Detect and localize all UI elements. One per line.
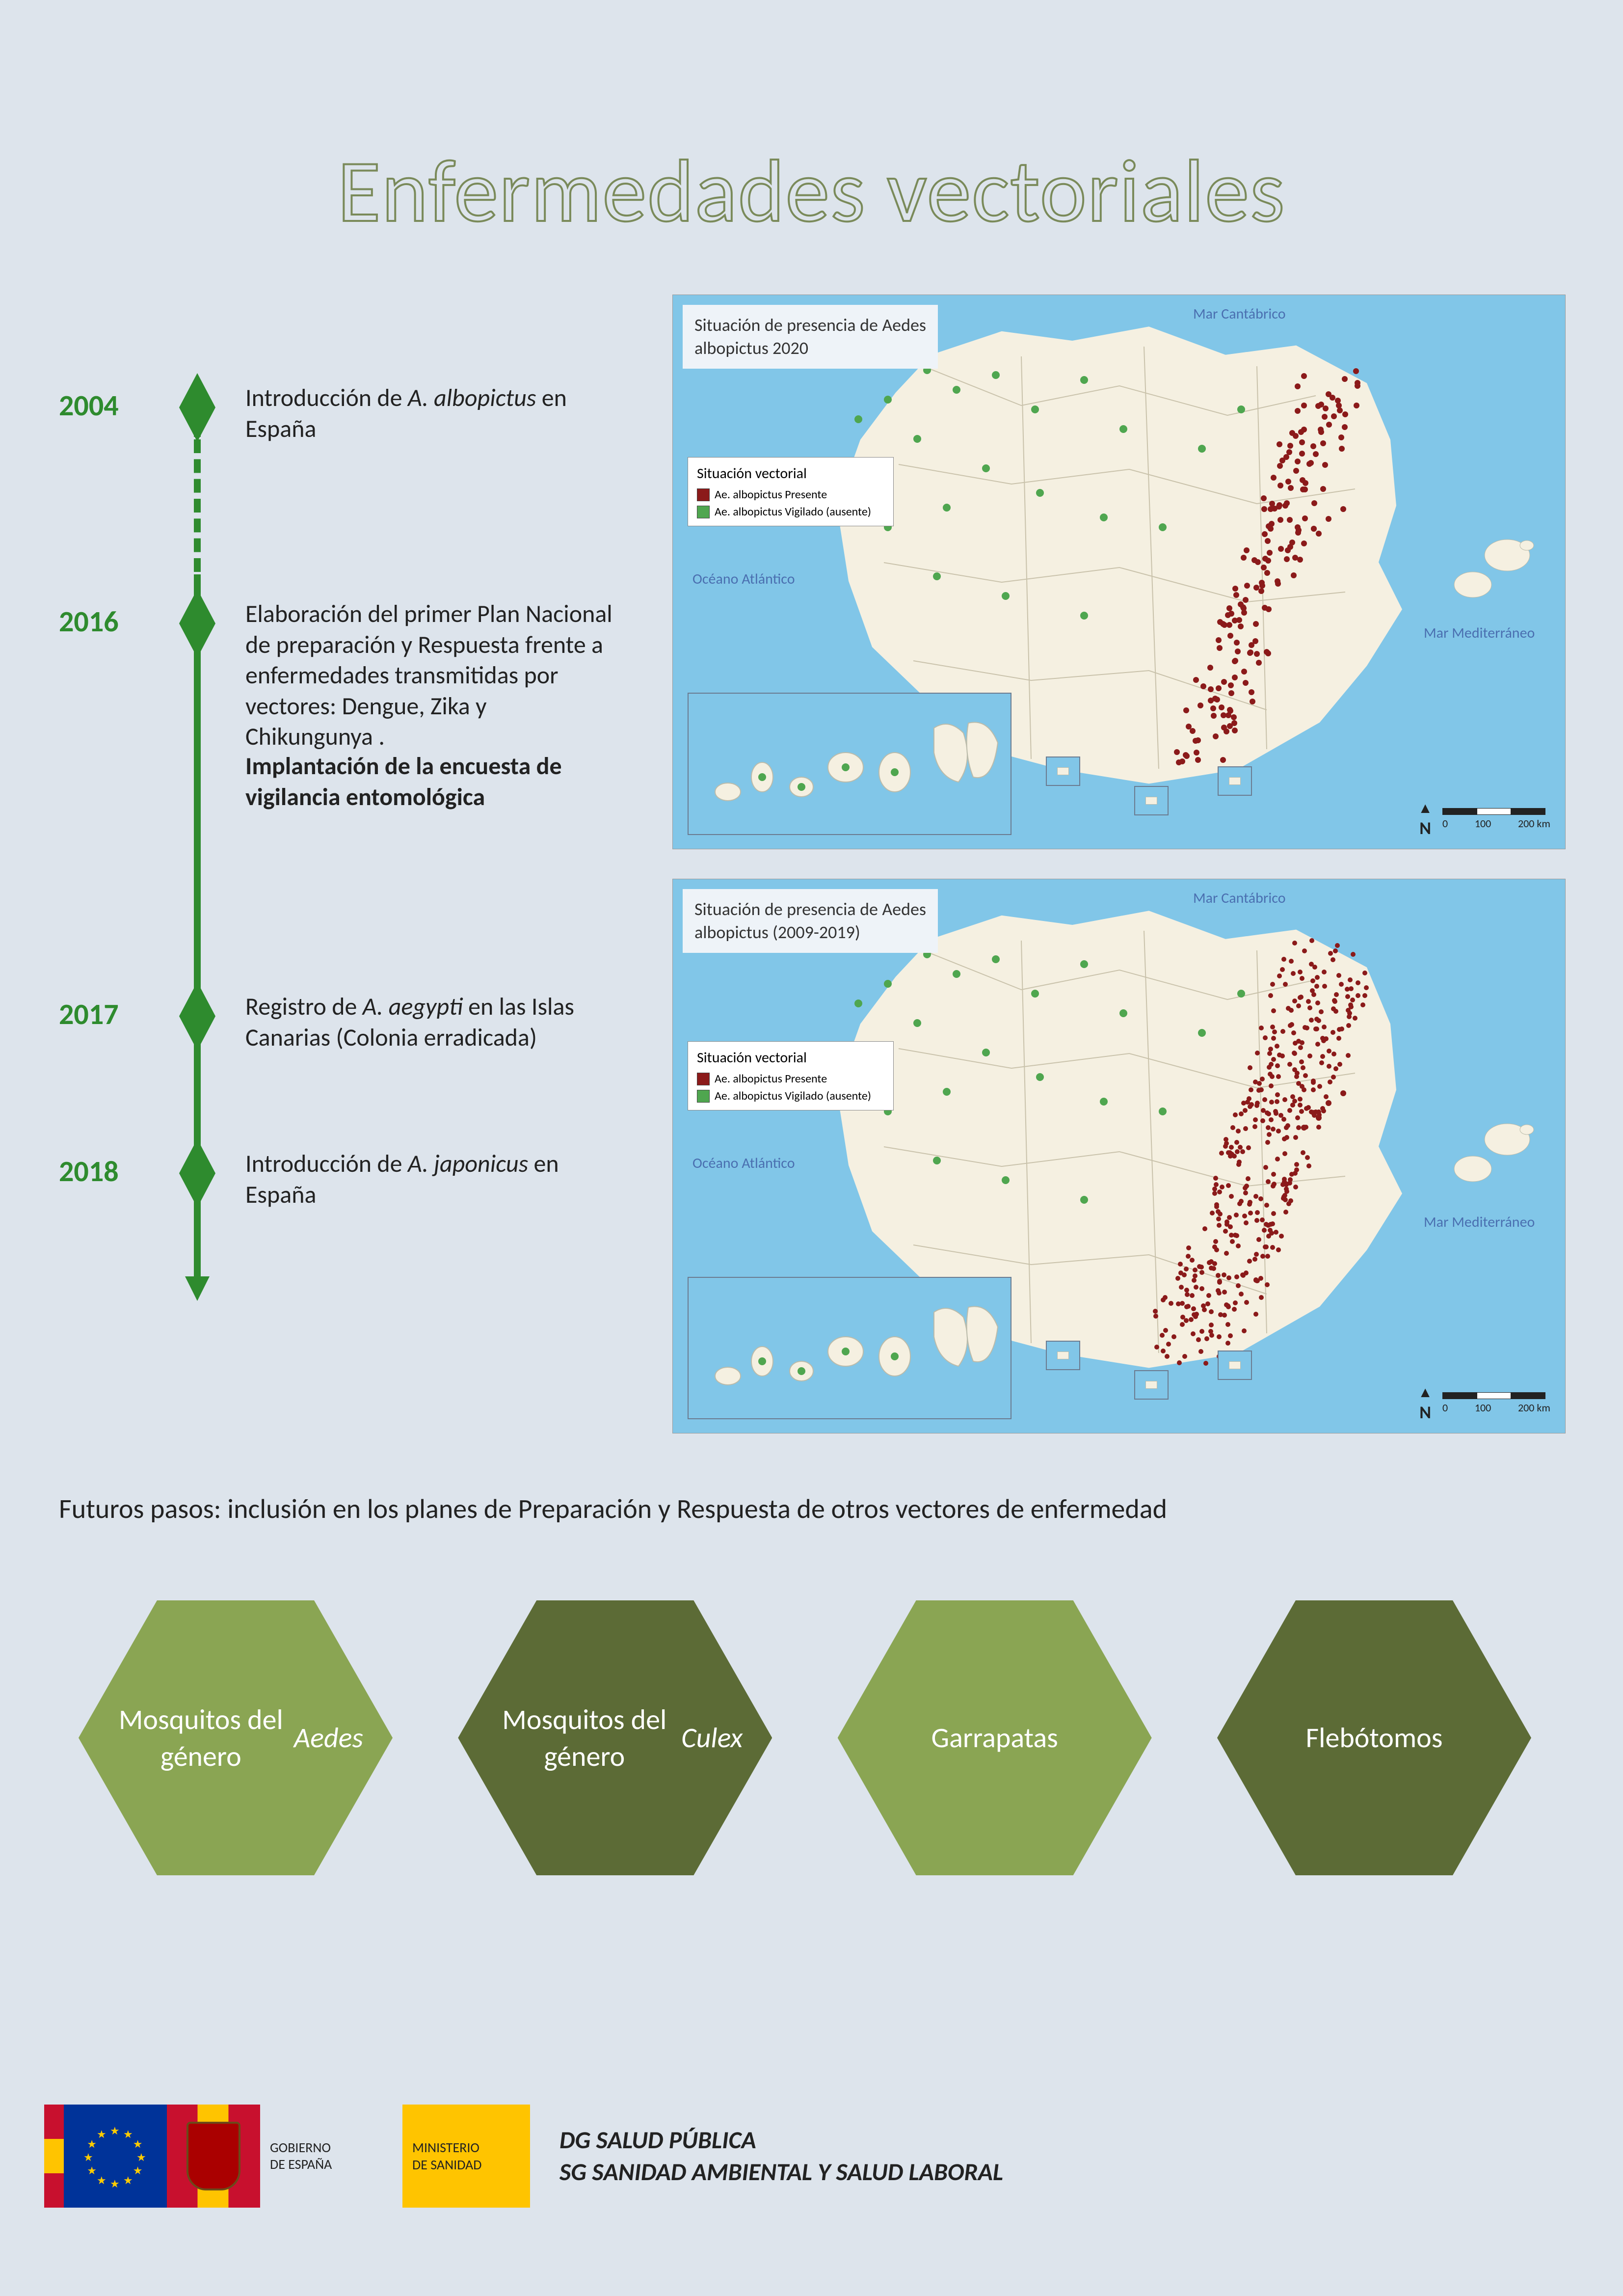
timeline-year: 2004 <box>59 388 157 424</box>
timeline-event-text: Implantación de la encuesta de vigilanci… <box>245 751 618 812</box>
map-inset-small <box>1046 756 1080 786</box>
timeline-arrow-icon <box>185 1276 210 1301</box>
legend-title: Situación vectorial <box>697 1049 884 1067</box>
eu-flag-icon: ★★★★★★★★★★★★ <box>64 2105 167 2208</box>
hexagon-vector: Mosquitos del género Culex <box>458 1600 772 1875</box>
dg-line1: DG SALUD PÚBLICA <box>559 2124 1003 2156</box>
ministerio-label: MINISTERIODE SANIDAD <box>402 2105 530 2208</box>
timeline-event-text: Introducción de A. japonicus en España <box>245 1149 618 1210</box>
map-scale: ▲ N 0100200 km <box>1418 1383 1550 1423</box>
footer: ★★★★★★★★★★★★ GOBIERNODE ESPAÑA MINISTERI… <box>0 2100 1623 2213</box>
canary-islands-inset <box>688 693 1011 835</box>
legend-title: Situación vectorial <box>697 464 884 483</box>
canary-islands-inset <box>688 1277 1011 1419</box>
map-sea-label: Océano Atlántico <box>692 1154 795 1172</box>
legend-row-present: Ae. albopictus Presente <box>697 487 884 502</box>
north-arrow-icon: ▲ N <box>1418 1383 1433 1423</box>
hexagon-vector: Mosquitos del género Aedes <box>79 1600 393 1875</box>
map-inset-small <box>1134 1370 1169 1400</box>
timeline-event-text: Registro de A. aegypti en las Islas Cana… <box>245 992 618 1053</box>
map-sea-label: Mar Mediterráneo <box>1424 1213 1535 1231</box>
map-sea-label: Mar Mediterráneo <box>1424 624 1535 642</box>
hexagon-vector: Flebótomos <box>1217 1600 1531 1875</box>
balearic-islands <box>1448 1115 1537 1193</box>
map-title-box: Situación de presencia de Aedes albopict… <box>683 305 938 369</box>
hexagon-vector: Garrapatas <box>838 1600 1152 1875</box>
timeline-year: 2016 <box>59 604 157 640</box>
gobierno-label: GOBIERNODE ESPAÑA <box>270 2139 388 2172</box>
future-steps-text: Futuros pasos: inclusión en los planes d… <box>59 1492 1566 1526</box>
timeline-event-text: Elaboración del primer Plan Nacional de … <box>245 599 618 753</box>
hexagon-row: Mosquitos del género AedesMosquitos del … <box>79 1600 1531 1875</box>
legend-row-absent: Ae. albopictus Vigilado (ausente) <box>697 1089 884 1103</box>
legend-row-present: Ae. albopictus Presente <box>697 1072 884 1086</box>
map-card: Situación de presencia de Aedes albopict… <box>672 879 1566 1433</box>
coat-of-arms-icon <box>167 2105 260 2208</box>
timeline-diamond-icon <box>179 589 215 658</box>
map-title-box: Situación de presencia de Aedes albopict… <box>683 889 938 953</box>
map-legend: Situación vectorial Ae. albopictus Prese… <box>688 1041 894 1110</box>
timeline-year: 2018 <box>59 1154 157 1189</box>
dg-text: DG SALUD PÚBLICA SG SANIDAD AMBIENTAL Y … <box>559 2124 1003 2188</box>
map-sea-label: Mar Cantábrico <box>1193 889 1286 907</box>
timeline-diamond-icon <box>179 1139 215 1208</box>
map-legend: Situación vectorial Ae. albopictus Prese… <box>688 457 894 526</box>
timeline-year: 2017 <box>59 997 157 1032</box>
legend-row-absent: Ae. albopictus Vigilado (ausente) <box>697 505 884 519</box>
timeline: 2004 Introducción de A. albopictus en Esp… <box>59 353 623 1360</box>
map-card: Situación de presencia de Aedes albopict… <box>672 295 1566 849</box>
north-arrow-icon: ▲ N <box>1418 799 1433 839</box>
map-inset-small <box>1046 1341 1080 1370</box>
map-inset-small <box>1218 1351 1252 1380</box>
spain-flag-strip <box>44 2105 64 2208</box>
map-sea-label: Océano Atlántico <box>692 570 795 588</box>
map-scale: ▲ N 0100200 km <box>1418 799 1550 839</box>
timeline-segment <box>194 439 201 572</box>
map-inset-small <box>1134 786 1169 815</box>
map-inset-small <box>1218 766 1252 796</box>
balearic-islands <box>1448 531 1537 609</box>
timeline-diamond-icon <box>179 373 215 442</box>
dg-line2: SG SANIDAD AMBIENTAL Y SALUD LABORAL <box>559 2156 1003 2188</box>
timeline-event-text: Introducción de A. albopictus en España <box>245 383 618 444</box>
page-title: Enfermedades vectoriales <box>0 137 1623 245</box>
map-sea-label: Mar Cantábrico <box>1193 305 1286 323</box>
timeline-diamond-icon <box>179 982 215 1051</box>
